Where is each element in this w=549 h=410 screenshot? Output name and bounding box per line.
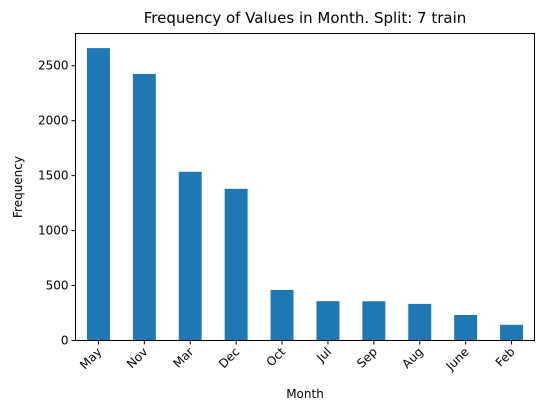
bar-aug <box>408 303 432 341</box>
y-tick-label: 0 <box>61 334 69 348</box>
y-tick-label: 2500 <box>38 59 69 73</box>
y-tick-label: 1000 <box>38 224 69 238</box>
x-tick-label: June <box>443 345 472 374</box>
chart-title: Frequency of Values in Month. Split: 7 t… <box>144 9 467 27</box>
bar-may <box>86 48 110 341</box>
x-tick-label: May <box>77 345 104 372</box>
y-tick-label: 2000 <box>38 114 69 128</box>
x-tick-label: Sep <box>354 345 380 371</box>
x-tick-label: Oct <box>264 345 289 370</box>
bar-mar <box>178 171 202 341</box>
bars-group <box>86 48 524 341</box>
x-tick-label: Jul <box>313 345 334 366</box>
x-tick-label: Dec <box>216 345 242 371</box>
bar-oct <box>270 289 294 341</box>
bar-nov <box>132 73 156 341</box>
x-tick-label: Feb <box>493 345 518 370</box>
plot-frame <box>75 33 535 341</box>
bar-jul <box>316 301 340 341</box>
y-tick-label: 1500 <box>38 169 69 183</box>
x-tick-label: Mar <box>170 345 196 371</box>
bar-dec <box>224 188 248 341</box>
y-tick-label: 500 <box>46 279 69 293</box>
x-tick-label: Nov <box>124 345 150 371</box>
bar-sep <box>362 301 386 341</box>
bar-feb <box>500 324 524 341</box>
x-axis-label: Month <box>286 387 324 401</box>
x-axis-ticks: May Nov Mar Dec Oct Jul Sep Aug June Feb <box>77 340 518 374</box>
y-axis-ticks: 0 500 1000 1500 2000 2500 <box>38 59 76 348</box>
x-tick-label: Aug <box>399 345 425 371</box>
y-axis-label: Frequency <box>11 156 25 218</box>
bar-june <box>454 314 478 341</box>
